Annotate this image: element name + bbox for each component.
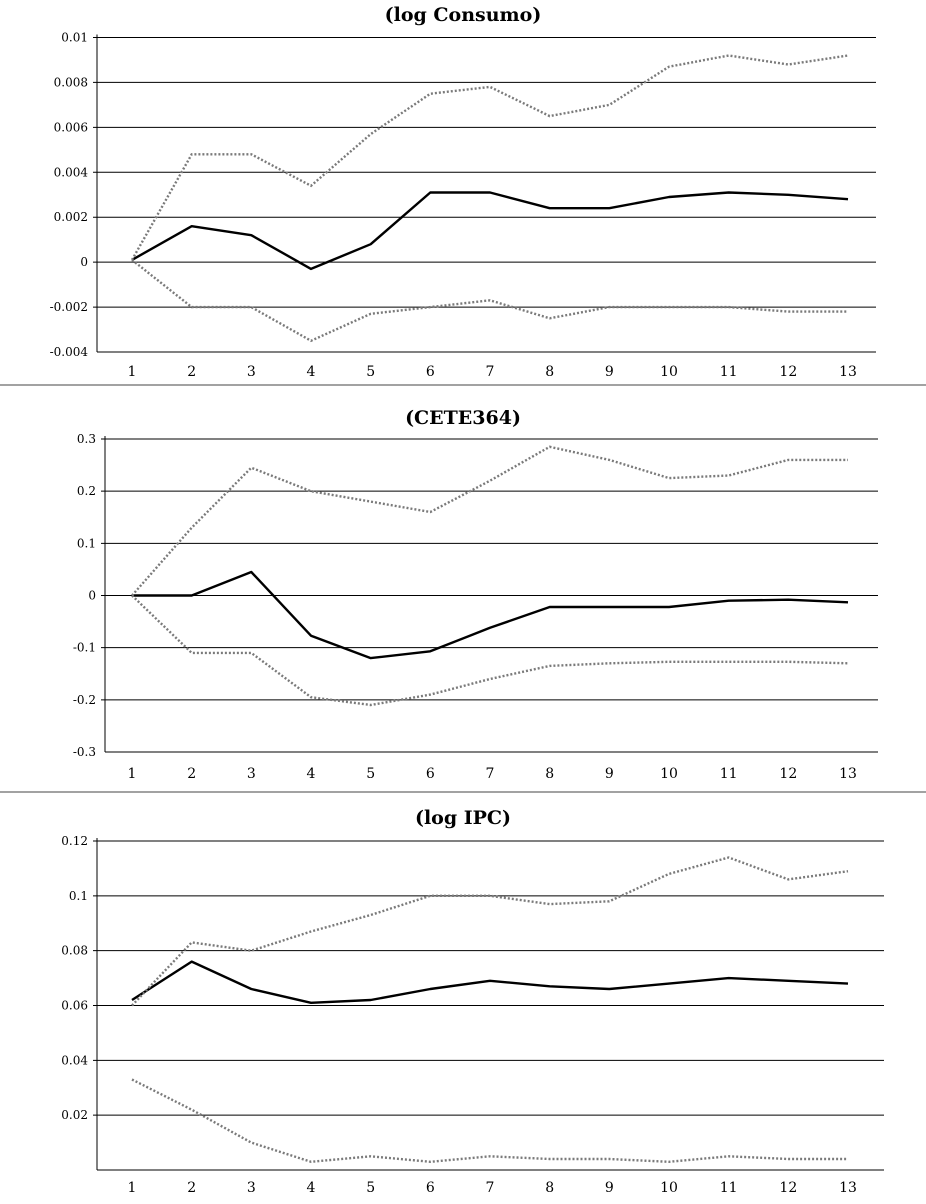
x-tick-label: 4 [307, 766, 316, 782]
y-tick-label: -0.1 [73, 641, 96, 655]
y-tick-label: 0.12 [61, 834, 88, 848]
x-tick-label: 10 [660, 766, 678, 782]
chart-title: (log IPC) [415, 807, 511, 829]
x-tick-label: 11 [720, 1180, 738, 1196]
x-tick-label: 2 [187, 1180, 196, 1196]
x-tick-label: 7 [486, 766, 495, 782]
y-tick-label: -0.3 [73, 745, 96, 759]
x-tick-label: 7 [486, 364, 495, 380]
x-tick-label: 2 [187, 766, 196, 782]
x-tick-label: 5 [366, 766, 375, 782]
y-tick-label: 0.006 [54, 120, 88, 134]
x-tick-label: 6 [426, 766, 435, 782]
x-tick-label: 1 [128, 766, 137, 782]
y-tick-label: 0.06 [61, 999, 88, 1013]
x-tick-label: 12 [779, 766, 797, 782]
x-tick-label: 13 [839, 1180, 857, 1196]
confidence-band-lower [131, 594, 849, 707]
x-tick-label: 9 [605, 364, 614, 380]
x-tick-label: 9 [605, 766, 614, 782]
chart-panel-2: (CETE364)-0.3-0.2-0.100.10.20.31 2 3 4 5 6 7 8 9… [73, 407, 878, 782]
x-tick-label: 4 [307, 364, 316, 380]
x-tick-label: 6 [426, 1180, 435, 1196]
y-tick-label: 0.2 [77, 484, 96, 498]
x-tick-label: 3 [247, 766, 256, 782]
chart-panel-1: (log Consumo) -0.004 -0.002 0 0.002 0.004 0.00… [50, 4, 876, 380]
y-tick-label: -0.004 [50, 345, 89, 359]
x-tick-label: 11 [720, 766, 738, 782]
confidence-band-upper [130, 54, 849, 261]
y-tick-label: -0.2 [73, 693, 96, 707]
x-tick-label: 2 [187, 364, 196, 380]
confidence-band-upper [131, 856, 849, 1007]
y-tick-label: 0.008 [54, 75, 88, 89]
x-tick-label: 4 [307, 1180, 316, 1196]
x-tick-label: 5 [366, 364, 375, 380]
x-tick-label: 3 [247, 364, 256, 380]
x-tick-label: 12 [779, 364, 797, 380]
x-tick-label: 12 [779, 1180, 797, 1196]
chart-panel-3: (log IPC)0.020.040.060.080.10.121 2 3 4 5 6 7 8… [61, 807, 884, 1196]
y-tick-label: 0.3 [77, 432, 96, 446]
y-tick-label: 0 [80, 255, 88, 269]
y-tick-label: 0.004 [54, 165, 89, 179]
confidence-band-lower [131, 258, 848, 343]
x-tick-label: 7 [486, 1180, 495, 1196]
x-tick-label: 13 [839, 766, 857, 782]
x-tick-label: 13 [839, 364, 857, 380]
x-tick-label: 10 [660, 364, 678, 380]
x-tick-label: 1 [128, 364, 137, 380]
x-tick-label: 8 [545, 1180, 554, 1196]
y-tick-label: 0.01 [61, 31, 88, 45]
x-tick-label: 3 [247, 1180, 256, 1196]
y-tick-label: 0.08 [61, 944, 88, 958]
x-tick-label: 6 [426, 364, 435, 380]
y-tick-label: 0.1 [77, 536, 96, 550]
impulse-response-line [131, 191, 849, 271]
y-tick-label: 0.1 [69, 889, 88, 903]
confidence-band-lower [131, 1078, 848, 1164]
chart-title: (CETE364) [405, 407, 521, 429]
x-tick-label: 10 [660, 1180, 678, 1196]
x-tick-label: 8 [545, 766, 554, 782]
x-tick-label: 1 [128, 1180, 137, 1196]
y-tick-label: 0.04 [61, 1053, 88, 1067]
chart-title: (log Consumo) [385, 4, 542, 26]
y-tick-label: 0 [88, 589, 96, 603]
confidence-band-upper [131, 445, 848, 597]
y-tick-label: -0.002 [50, 300, 88, 314]
impulse-response-line [131, 960, 849, 1004]
x-tick-label: 11 [720, 364, 738, 380]
x-tick-label: 5 [366, 1180, 375, 1196]
impulse-response-line [132, 570, 849, 660]
x-tick-label: 8 [545, 364, 554, 380]
y-tick-label: 0.002 [54, 210, 88, 224]
x-tick-label: 9 [605, 1180, 614, 1196]
y-tick-label: 0.02 [61, 1108, 88, 1122]
